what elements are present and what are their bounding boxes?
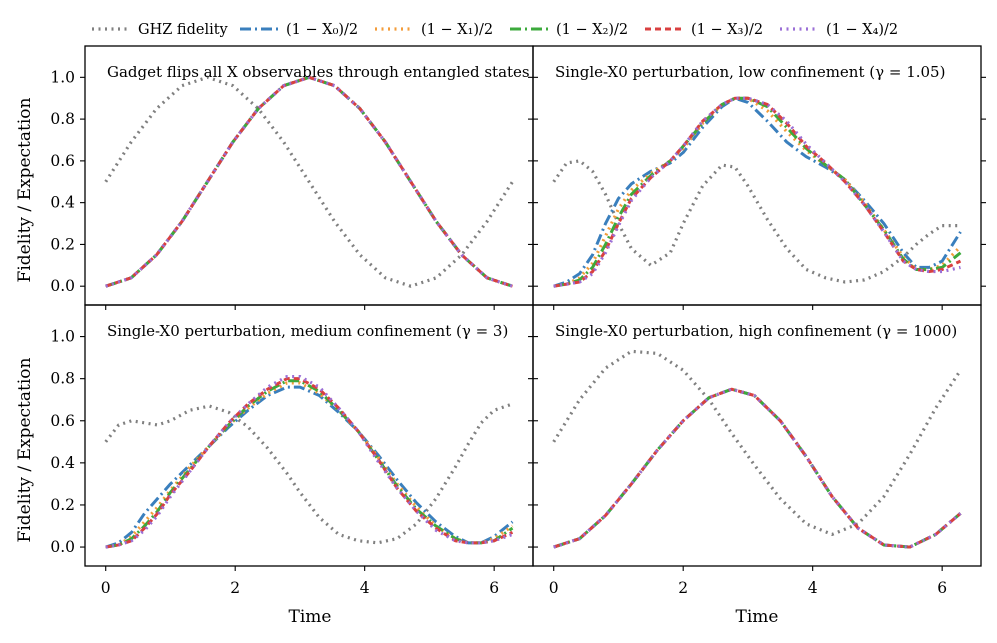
y-tick-label: 0.8: [50, 110, 75, 128]
legend-label-x3: (1 − X₃)/2: [691, 22, 763, 38]
series-line-x2: [553, 96, 962, 288]
panel-bottom-right: 0 2 4 6 Single-X0 perturbation, high confine…: [528, 304, 982, 597]
series-line-x4: [105, 374, 514, 549]
y-tick-label: 0.8: [50, 370, 75, 388]
series-group: [104, 374, 514, 549]
series-line-x4: [105, 75, 513, 288]
x-tick-label: 6: [489, 579, 499, 597]
series-line-x2: [105, 379, 514, 549]
series-line-x0: [105, 385, 514, 549]
y-axis-label-top: Fidelity / Expectation: [15, 98, 35, 283]
y-tick-label: 0.0: [50, 277, 75, 295]
panel-top-left: 0.0 0.2 0.4 0.6 0.8 1.0 Gadget flips all X obs…: [50, 45, 534, 310]
x-tick-label: 0: [101, 579, 111, 597]
series-line-x0: [553, 96, 962, 288]
x-axis-label-left: Time: [289, 607, 332, 627]
x-tick-label: 2: [678, 579, 688, 597]
x-tick-label: 6: [937, 579, 947, 597]
panel-frame: [84, 45, 534, 306]
y-axis-label-bottom: Fidelity / Expectation: [15, 358, 35, 543]
x-tick-label: 2: [230, 579, 240, 597]
series-line-ghz: [104, 75, 514, 288]
y-tick-label: 1.0: [50, 68, 75, 86]
panel-frame: [84, 304, 534, 567]
series-line-x1: [553, 96, 962, 288]
series-line-x4: [553, 387, 962, 549]
panel-title: Single-X0 perturbation, medium confineme…: [107, 322, 508, 340]
series-line-ghz: [104, 402, 514, 545]
legend-label-x0: (1 − X₀)/2: [286, 22, 358, 38]
legend-label-x4: (1 − X₄)/2: [826, 22, 898, 38]
panel-frame: [532, 304, 982, 567]
panel-title: Gadget flips all X observables through e…: [107, 63, 530, 81]
legend-label-x2: (1 − X₂)/2: [556, 22, 628, 38]
x-tick-label: 4: [808, 579, 818, 597]
series-line-x2: [553, 387, 962, 549]
panel-title: Single-X0 perturbation, low confinement …: [555, 63, 945, 81]
series-line-ghz: [552, 159, 961, 284]
legend-item-x3: (1 − X₃)/2: [645, 22, 763, 38]
series-group: [552, 96, 962, 288]
y-tick-label: 0.2: [50, 496, 75, 514]
series-line-x4: [553, 96, 961, 288]
x-axis-label-right: Time: [736, 607, 779, 627]
legend: GHZ fidelity (1 − X₀)/2 (1 − X₁)/2 (1 − X₂)…: [92, 22, 898, 38]
legend-item-x0: (1 − X₀)/2: [240, 22, 358, 38]
panel-top-right: Single-X0 perturbation, low confinement …: [528, 45, 986, 310]
series-line-x3: [105, 377, 514, 549]
y-tick-label: 0.2: [50, 235, 75, 253]
series-group: [104, 75, 514, 288]
x-tick-label: 4: [360, 579, 370, 597]
y-tick-label: 0.0: [50, 538, 75, 556]
legend-item-ghz: GHZ fidelity: [92, 22, 229, 38]
legend-label-x1: (1 − X₁)/2: [421, 22, 493, 38]
legend-item-x1: (1 − X₁)/2: [375, 22, 493, 38]
y-tick-label: 0.4: [50, 454, 75, 472]
y-tick-label: 0.6: [50, 412, 75, 430]
series-line-x1: [105, 381, 514, 549]
panel-bottom-left: 0.0 0.2 0.4 0.6 0.8 1.0 0 2 4 6 Single-X0 perturba…: [50, 304, 534, 597]
y-tick-label: 0.4: [50, 194, 75, 212]
legend-item-x2: (1 − X₂)/2: [510, 22, 628, 38]
series-group: [552, 349, 962, 549]
series-line-ghz: [552, 349, 962, 537]
y-tick-label: 0.6: [50, 152, 75, 170]
x-tick-label: 0: [549, 579, 559, 597]
panel-title: Single-X0 perturbation, high confinement…: [555, 322, 957, 340]
legend-item-x4: (1 − X₄)/2: [780, 22, 898, 38]
legend-label-ghz: GHZ fidelity: [138, 22, 229, 38]
y-tick-label: 1.0: [50, 328, 75, 346]
